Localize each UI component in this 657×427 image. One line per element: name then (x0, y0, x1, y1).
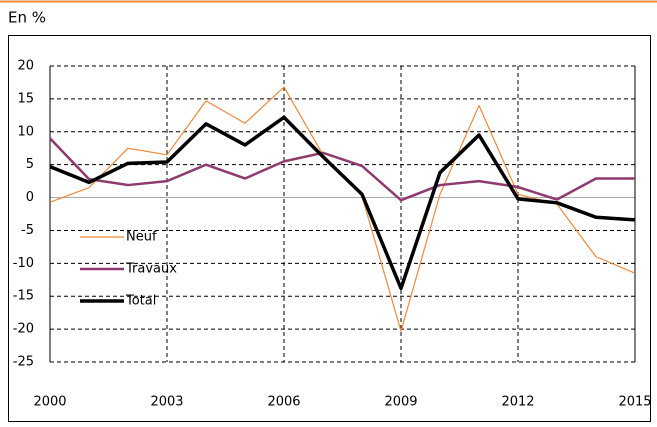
legend-label: Neuf (126, 230, 157, 245)
series-line (49, 115, 636, 291)
y-tick-label: -10 (13, 256, 34, 271)
y-tick-label: 0 (26, 190, 34, 205)
x-tick-label: 2009 (384, 395, 417, 410)
unit-label: En % (8, 9, 46, 27)
y-tick-label: 15 (17, 91, 34, 106)
legend-label: Total (125, 294, 156, 309)
x-tick-label: 2015 (618, 395, 651, 410)
x-tick-label: 2012 (501, 395, 534, 410)
x-tick-label: 2000 (33, 395, 66, 410)
x-tick-label: 2006 (267, 395, 300, 410)
y-tick-label: -15 (13, 289, 34, 304)
series-line (49, 137, 635, 202)
y-tick-label: -20 (13, 322, 34, 337)
y-tick-label: -25 (13, 355, 34, 370)
legend-label: Travaux (125, 262, 177, 277)
frame (8, 35, 651, 422)
y-tick-label: 10 (17, 124, 34, 139)
y-tick-label: -5 (21, 223, 34, 238)
y-tick-label: 20 (17, 59, 34, 74)
y-tick-label: 5 (26, 157, 34, 172)
x-tick-label: 2003 (150, 395, 183, 410)
